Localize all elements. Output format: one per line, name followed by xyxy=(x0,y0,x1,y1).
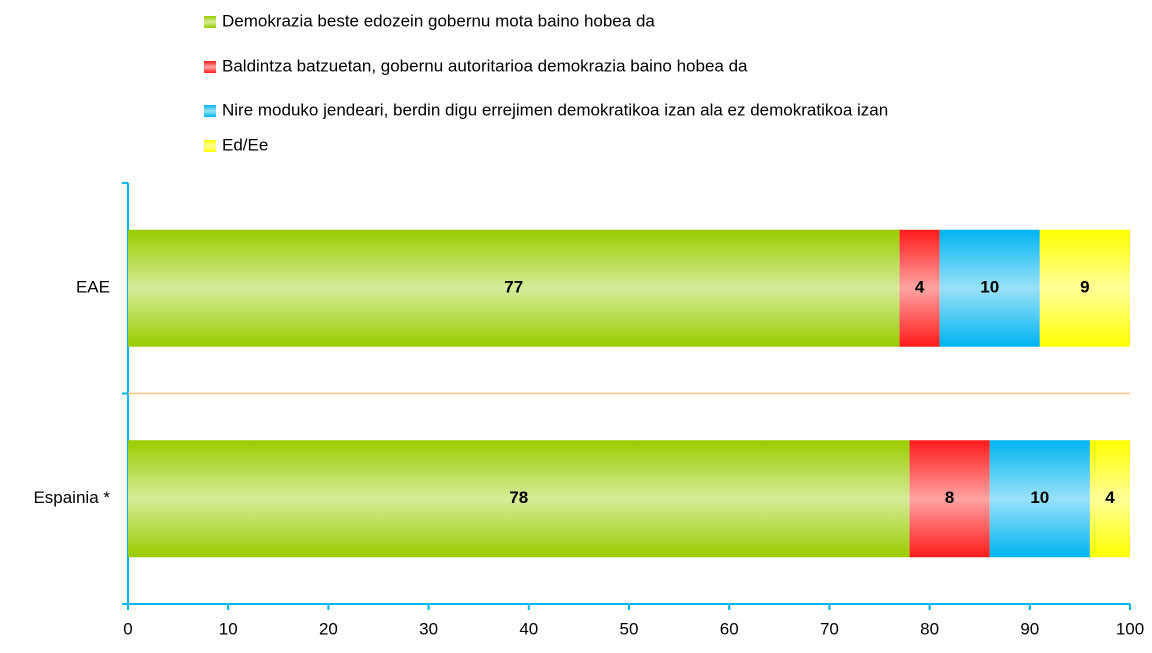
legend-swatch xyxy=(204,140,216,152)
data-label: 78 xyxy=(509,488,528,507)
legend-swatch xyxy=(204,61,216,73)
x-tick-label: 60 xyxy=(720,619,739,638)
data-label: 10 xyxy=(980,278,999,297)
data-label: 8 xyxy=(945,488,954,507)
legend-swatch xyxy=(204,16,216,28)
x-tick-label: 80 xyxy=(920,619,939,638)
legend-label: Baldintza batzuetan, gobernu autoritario… xyxy=(222,56,748,75)
x-tick-label: 30 xyxy=(419,619,438,638)
x-tick-label: 40 xyxy=(519,619,538,638)
data-label: 10 xyxy=(1030,488,1049,507)
x-tick-label: 100 xyxy=(1116,619,1144,638)
bar-segment xyxy=(989,440,1090,558)
data-label: 4 xyxy=(915,278,925,297)
legend-label: Demokrazia beste edozein gobernu mota ba… xyxy=(222,11,655,30)
data-label: 77 xyxy=(504,278,523,297)
bar-segment xyxy=(909,440,990,558)
bar-segment xyxy=(1039,229,1130,347)
legend-label: Nire moduko jendeari, berdin digu erreji… xyxy=(222,100,888,119)
x-tick-label: 50 xyxy=(620,619,639,638)
bar-segment xyxy=(939,229,1040,347)
bar-segment xyxy=(899,229,940,347)
x-tick-label: 70 xyxy=(820,619,839,638)
x-tick-label: 90 xyxy=(1020,619,1039,638)
legend-swatch xyxy=(204,105,216,117)
bar-segment xyxy=(128,440,910,558)
data-label: 4 xyxy=(1105,488,1115,507)
x-tick-label: 0 xyxy=(123,619,132,638)
x-tick-label: 10 xyxy=(219,619,238,638)
bar-segment xyxy=(1089,440,1130,558)
category-label: EAE xyxy=(76,278,110,297)
category-label: Espainia * xyxy=(33,488,110,507)
x-tick-label: 20 xyxy=(319,619,338,638)
legend-label: Ed/Ee xyxy=(222,135,268,154)
bar-segment xyxy=(128,229,900,347)
data-label: 9 xyxy=(1080,278,1089,297)
